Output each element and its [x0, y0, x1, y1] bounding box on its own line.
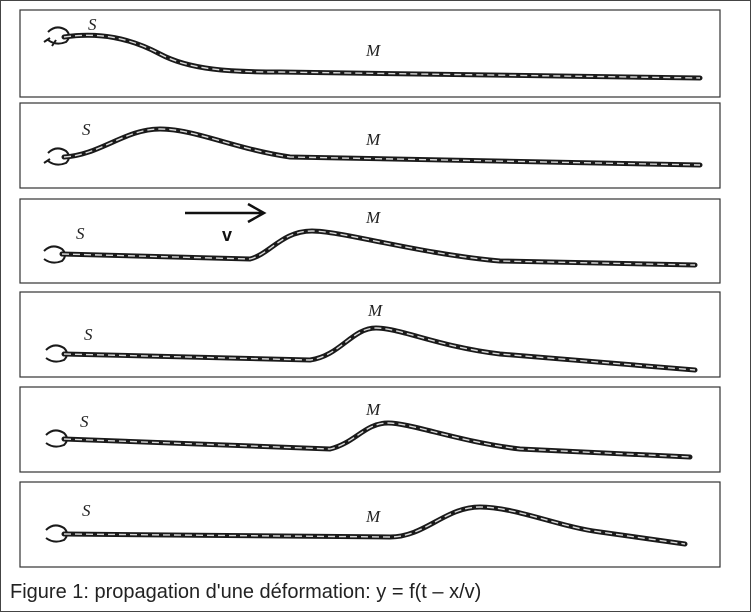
rope: [63, 34, 701, 79]
rope: [63, 422, 691, 458]
panel-frame: [19, 481, 721, 568]
caption: Figure 1: propagation d'une déformation:…: [10, 581, 481, 603]
panel: S M: [19, 386, 721, 473]
point-label: M: [367, 301, 383, 320]
source-label: S: [76, 224, 85, 243]
rope: [63, 128, 701, 166]
panel: v S M: [19, 198, 721, 284]
velocity-label: v: [222, 225, 232, 245]
source-label: S: [82, 501, 91, 520]
rope: [63, 506, 686, 545]
velocity-arrow: [185, 202, 267, 224]
rope: [63, 327, 696, 371]
source-label: S: [84, 325, 93, 344]
panel: S M: [19, 9, 721, 98]
panel-frame: [19, 102, 721, 189]
rope: [61, 230, 696, 266]
panel: S M: [19, 481, 721, 568]
point-label: M: [365, 208, 381, 227]
point-label: M: [365, 130, 381, 149]
source-label: S: [88, 15, 97, 34]
point-label: M: [365, 41, 381, 60]
panel: S M: [19, 291, 721, 378]
source-label: S: [80, 412, 89, 431]
panel: S M: [19, 102, 721, 189]
panel-frame: [19, 9, 721, 98]
point-label: M: [365, 400, 381, 419]
point-label: M: [365, 507, 381, 526]
source-label: S: [82, 120, 91, 139]
